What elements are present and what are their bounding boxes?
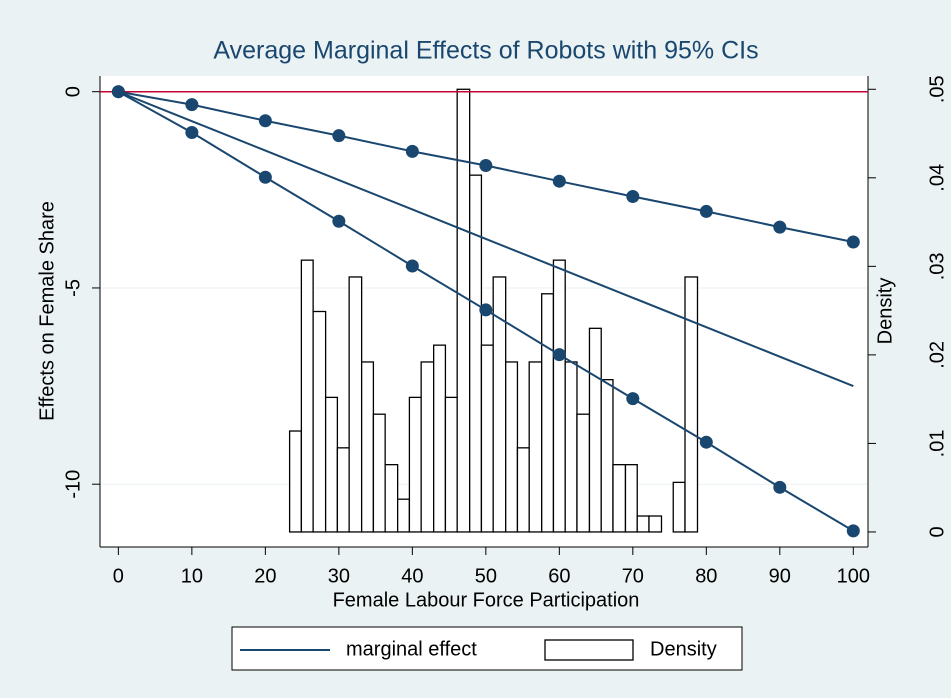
histogram-bar xyxy=(372,413,386,533)
y2-tick-label: .02 xyxy=(926,341,948,369)
y-tick-label: -10 xyxy=(62,470,84,499)
marker xyxy=(552,174,566,188)
y2-tick-label: .05 xyxy=(926,75,948,103)
x-axis-label: Female Labour Force Participation xyxy=(333,589,640,611)
marker xyxy=(699,204,713,218)
histogram-bar xyxy=(336,447,350,533)
marker xyxy=(626,392,640,406)
legend-box xyxy=(231,626,743,671)
marker xyxy=(846,524,860,538)
histogram-bar xyxy=(408,396,422,533)
histogram-bar xyxy=(384,464,399,533)
histogram-bar xyxy=(469,174,483,533)
marker xyxy=(332,129,346,143)
x-tick-label: 100 xyxy=(837,565,870,587)
histogram-bar xyxy=(348,276,363,533)
histogram-bar xyxy=(516,447,530,533)
histogram-bar xyxy=(600,379,614,533)
chart-title: Average Marginal Effects of Robots with … xyxy=(213,37,758,65)
y-axis-label: Effects on Female Share xyxy=(36,201,58,421)
histogram-bar xyxy=(672,481,686,533)
x-tick-label: 50 xyxy=(475,565,497,587)
histogram-bar xyxy=(312,310,327,533)
histogram-bar xyxy=(324,396,339,533)
marker xyxy=(258,170,272,184)
histogram-bar xyxy=(624,464,638,533)
histogram-bar xyxy=(648,515,663,533)
legend-label: marginal effect xyxy=(346,638,477,660)
histogram-bar xyxy=(288,430,303,533)
histogram-bar xyxy=(360,361,375,533)
x-tick-label: 10 xyxy=(181,565,203,587)
marker xyxy=(626,189,640,203)
x-tick-label: 90 xyxy=(769,565,791,587)
histogram-bar xyxy=(576,413,591,533)
marker xyxy=(699,435,713,449)
histogram-bar xyxy=(480,344,494,533)
marker xyxy=(111,85,125,99)
x-tick-label: 70 xyxy=(622,565,644,587)
x-tick-label: 0 xyxy=(113,565,124,587)
y2-axis-label: Density xyxy=(874,278,896,345)
histogram-bar xyxy=(636,515,650,533)
histogram-bar xyxy=(612,464,627,533)
marker xyxy=(846,235,860,249)
marker xyxy=(258,114,272,128)
histogram-bar xyxy=(505,361,519,533)
histogram-bar xyxy=(444,396,458,533)
x-tick-label: 20 xyxy=(254,565,276,587)
marker xyxy=(773,480,787,494)
y2-tick-label: .03 xyxy=(926,252,948,280)
histogram-bar xyxy=(433,344,447,533)
marker xyxy=(185,126,199,140)
marker xyxy=(552,348,566,362)
histogram-bar xyxy=(420,361,435,533)
histogram-bar xyxy=(300,259,314,533)
marker xyxy=(479,303,493,317)
histogram-bar xyxy=(528,361,543,533)
histogram-bar xyxy=(564,361,578,533)
x-tick-label: 40 xyxy=(401,565,423,587)
histogram-bar xyxy=(456,88,471,533)
legend-label: Density xyxy=(650,638,717,660)
histogram-bar xyxy=(396,498,411,533)
histogram-bar xyxy=(541,293,555,533)
marker xyxy=(405,259,419,273)
histogram-bar xyxy=(552,259,566,533)
y2-tick-label: 0 xyxy=(926,526,948,537)
x-tick-label: 30 xyxy=(328,565,350,587)
y2-tick-label: .04 xyxy=(926,164,948,192)
marker xyxy=(405,144,419,158)
y-tick-label: -5 xyxy=(62,279,84,297)
marker xyxy=(332,214,346,228)
x-tick-label: 80 xyxy=(695,565,717,587)
legend-swatch xyxy=(544,639,634,661)
x-tick-label: 60 xyxy=(548,565,570,587)
histogram-bar xyxy=(588,327,602,533)
y-tick-label: 0 xyxy=(62,86,84,97)
histogram-bar xyxy=(684,276,699,533)
marker xyxy=(185,98,199,112)
marker xyxy=(479,158,493,172)
series-line xyxy=(118,90,854,388)
marker xyxy=(773,220,787,234)
y2-tick-label: .01 xyxy=(926,430,948,458)
